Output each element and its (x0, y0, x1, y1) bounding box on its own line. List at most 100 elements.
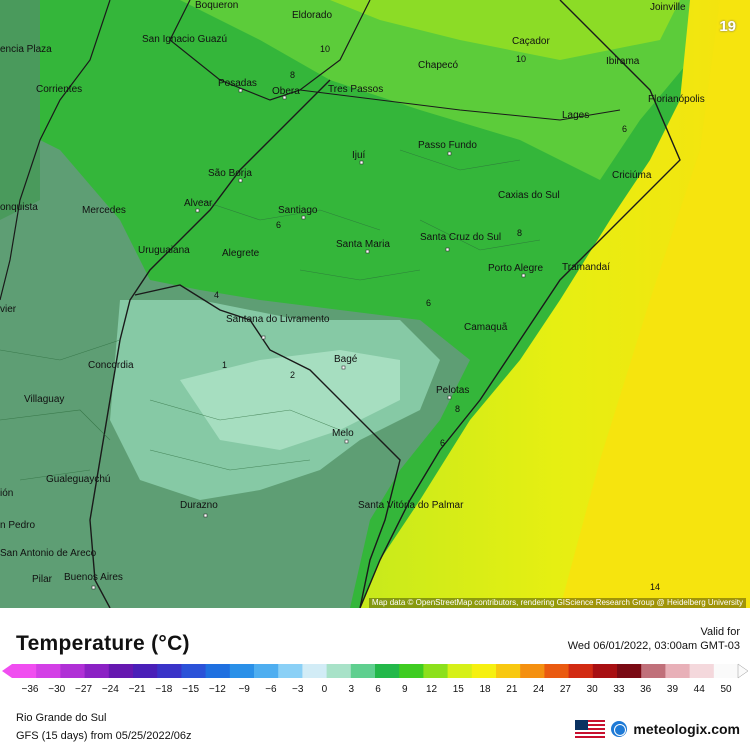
scale-swatch (108, 664, 134, 678)
scale-swatch (520, 664, 545, 678)
city-label: Obera (272, 86, 300, 97)
scale-swatch (496, 664, 521, 678)
scale-swatch (133, 664, 158, 678)
city-label: Posadas (218, 78, 257, 89)
city-label: Mercedes (82, 205, 126, 216)
brand[interactable]: meteologix.com (575, 720, 740, 738)
city-label: vier (0, 304, 17, 315)
map-attribution[interactable]: Map data © OpenStreetMap contributors, r… (368, 598, 746, 608)
scale-swatch (375, 664, 400, 678)
isoline-label: 4 (214, 290, 219, 300)
city-label: Melo (332, 428, 354, 439)
border-line (89, 79, 331, 608)
city-label: onquista (0, 202, 38, 213)
city-label: San Antonio de Areco (0, 548, 97, 559)
scale-tick-label: 27 (560, 684, 572, 695)
scale-tick-label: −6 (265, 684, 277, 695)
city-labels: Boqueron Eldorado Joinville San Ignacio … (0, 0, 705, 585)
color-scale: −36 −30 −27 −24 −21 −18 −15 −12 −9 −6 −3 0 3 6 9 12 15 18… (0, 658, 750, 698)
city-label: Boqueron (195, 0, 238, 11)
scale-tick-label: −15 (182, 684, 199, 695)
isoline-label: 6 (622, 124, 627, 134)
scale-swatch (471, 664, 497, 678)
city-label: Santa Vitória do Palmar (358, 500, 464, 511)
scale-tick-label: 9 (402, 684, 408, 695)
city-label: Gualeguaychú (46, 474, 111, 485)
scale-tick-label: 15 (453, 684, 465, 695)
temperature-map[interactable]: 10 10 8 6 4 6 6 8 8 1 2 6 14 Boqueron El… (0, 0, 750, 608)
scale-swatch (641, 664, 666, 678)
city-label: Uruguaiana (138, 245, 190, 256)
city-label: Caçador (512, 36, 550, 47)
scale-tick-label: 24 (533, 684, 545, 695)
isoline-label: 10 (516, 54, 526, 64)
city-label: Porto Alegre (488, 263, 543, 274)
city-label: encia Plaza (0, 44, 52, 55)
city-label: n Pedro (0, 520, 35, 531)
scale-swatch (617, 664, 642, 678)
scale-swatch (181, 664, 207, 678)
border-line (299, 89, 621, 121)
timestep-label: 19 (719, 18, 736, 35)
scale-swatch (665, 664, 691, 678)
brand-name[interactable]: meteologix.com (633, 721, 740, 737)
border-line (0, 0, 111, 301)
scale-swatch (399, 664, 424, 678)
scale-tick-label: 39 (667, 684, 679, 695)
scale-tick-label: 6 (375, 684, 381, 695)
scale-tick-label: −36 (22, 684, 39, 695)
map-canvas: 10 10 8 6 4 6 6 8 8 1 2 6 14 Boqueron El… (0, 0, 750, 608)
scale-tick-label: −27 (75, 684, 92, 695)
scale-swatch (157, 664, 182, 678)
scale-arrow-right (737, 663, 749, 679)
isoline-label: 8 (455, 404, 460, 414)
isoline-label: 8 (517, 228, 522, 238)
scale-tick-label: −3 (292, 684, 304, 695)
border-line (134, 284, 401, 608)
isoline-label: 2 (290, 370, 295, 380)
scale-tick-label: −9 (238, 684, 250, 695)
city-label: Bagé (334, 354, 358, 365)
scale-swatch (713, 664, 739, 678)
scale-swatch (254, 664, 279, 678)
scale-tick-label: 44 (694, 684, 706, 695)
city-label: Tramandaí (562, 262, 610, 273)
scale-tick-label: −12 (209, 684, 226, 695)
scale-tick-label: 3 (348, 684, 354, 695)
coastline (359, 0, 681, 608)
city-label: Chapecó (418, 60, 458, 71)
city-label: Santiago (278, 205, 318, 216)
city-label: Pilar (32, 574, 53, 585)
cool-nw (0, 0, 40, 220)
scale-tick-label: −21 (129, 684, 146, 695)
us-flag-icon[interactable] (575, 720, 606, 738)
city-label: Santana do Livramento (226, 314, 330, 325)
scale-tick-label: 36 (640, 684, 652, 695)
scale-swatch (84, 664, 110, 678)
scale-swatch (326, 664, 352, 678)
city-label: ión (0, 488, 13, 499)
scale-tick-label: −18 (155, 684, 172, 695)
scale-tick-label: −30 (48, 684, 65, 695)
scale-swatch (350, 664, 376, 678)
isoline-label: 6 (276, 220, 281, 230)
scale-swatch (60, 664, 86, 678)
city-label: San Ignacio Guazú (142, 34, 227, 45)
city-label: Lages (562, 110, 589, 121)
isoline-label: 6 (426, 298, 431, 308)
city-label: Alegrete (222, 248, 260, 259)
city-label: Passo Fundo (418, 140, 477, 151)
city-label: Joinville (650, 2, 686, 13)
isoline-label: 8 (290, 70, 295, 80)
scale-tick-label: 12 (426, 684, 438, 695)
city-label: Tres Passos (328, 84, 383, 95)
city-label: Durazno (180, 500, 218, 511)
scale-swatch (302, 664, 328, 678)
scale-swatch (447, 664, 473, 678)
city-label: Buenos Aires (64, 572, 123, 583)
ocean-warm (560, 0, 750, 608)
region-label: Rio Grande do Sul (16, 712, 107, 724)
city-label: Criciúma (612, 170, 652, 181)
scale-tick-label: 33 (613, 684, 625, 695)
city-label: Concordia (88, 360, 134, 371)
